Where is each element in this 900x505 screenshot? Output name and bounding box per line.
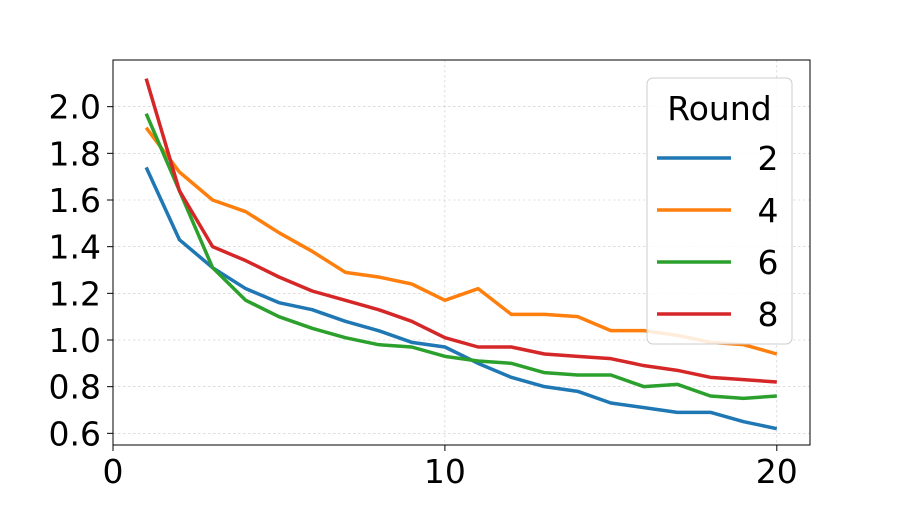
y-tick-label: 0.6: [49, 414, 101, 453]
series-line-6: [144, 112, 777, 401]
x-tick-label: 10: [424, 452, 466, 491]
plot-frame: [112, 59, 811, 446]
y-tick-label: 0.8: [49, 368, 101, 407]
x-tick-label: 0: [103, 452, 124, 491]
y-tick-label: 1.6: [49, 181, 101, 220]
legend-label-2: 2: [758, 139, 779, 178]
y-tick-label: 1.0: [49, 321, 101, 360]
series-line-2: [144, 166, 778, 431]
legend-label-4: 4: [758, 191, 779, 230]
y-tick-label: 1.4: [49, 228, 101, 267]
legend-title: Round: [667, 89, 771, 128]
y-tick-label: 1.8: [49, 134, 101, 173]
legend-label-6: 6: [758, 243, 779, 282]
x-tick-label: 20: [756, 452, 798, 491]
tick-labels: 0 10 20 0.6 0.8 1.0 1.2 1.4 1.6 1.8 2.0: [49, 88, 798, 491]
series-line-8: [144, 78, 777, 384]
legend: Round 2 4 6 8: [646, 77, 793, 345]
legend-label-8: 8: [758, 295, 779, 334]
y-tick-label: 2.0: [49, 88, 101, 127]
axes: [107, 59, 811, 451]
y-tick-label: 1.2: [49, 274, 101, 313]
